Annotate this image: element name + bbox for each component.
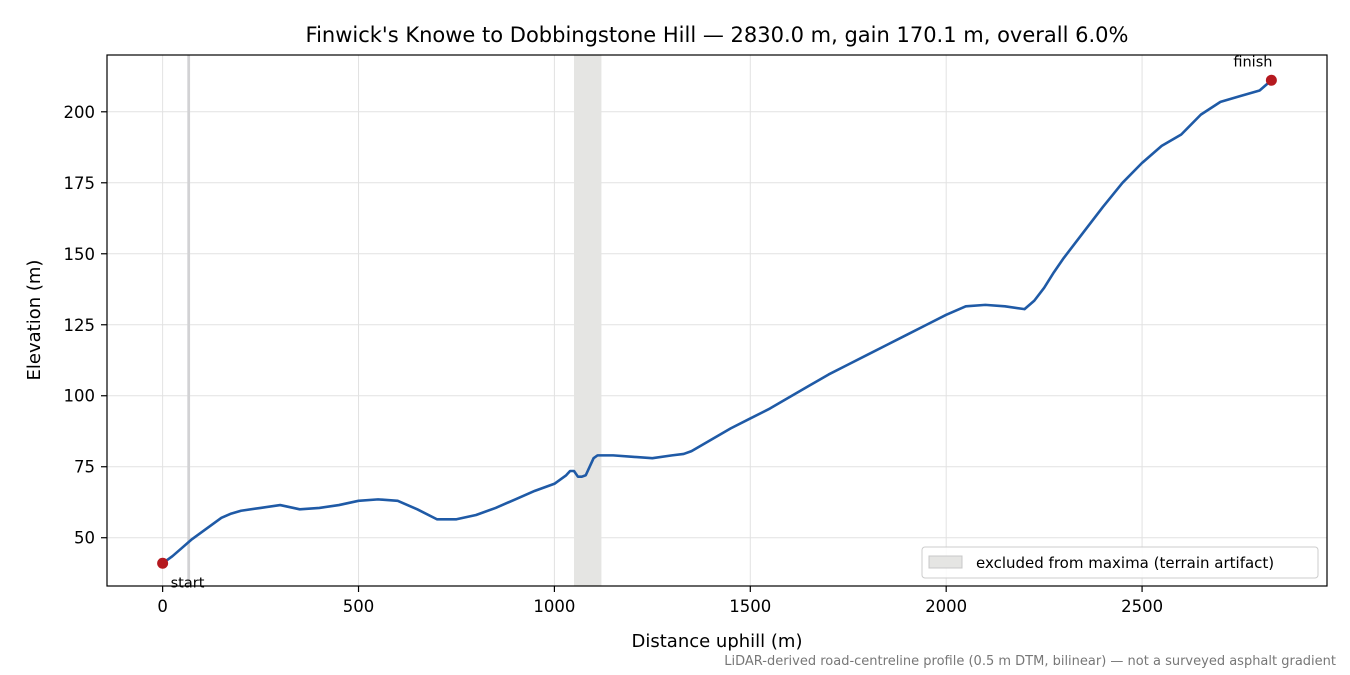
x-tick-label: 500 (343, 597, 375, 616)
start-label: start (171, 575, 205, 591)
legend-entry: excluded from maxima (terrain artifact) (976, 554, 1274, 572)
y-axis-label: Elevation (m) (24, 260, 45, 381)
y-tick-label: 50 (74, 529, 95, 548)
plot-frame (106, 54, 1328, 587)
x-tick-label: 0 (157, 597, 168, 616)
x-tick-label: 1500 (729, 597, 771, 616)
x-tick-label: 2500 (1121, 597, 1163, 616)
excluded-band-1 (187, 55, 191, 586)
elevation-series-line (161, 78, 1273, 565)
excluded-bands (187, 55, 602, 586)
chart-title: Finwick's Knowe to Dobbingstone Hill — 2… (306, 23, 1129, 47)
series-layer (161, 78, 1273, 565)
x-tick-label: 2000 (925, 597, 967, 616)
y-tick-label: 100 (64, 387, 96, 406)
legend-swatch (928, 555, 963, 569)
marker-layer: start finish (157, 54, 1277, 591)
y-tick-label: 125 (64, 316, 96, 335)
finish-label: finish (1233, 54, 1272, 70)
x-ticks: 0 500 1000 1500 2000 2500 (157, 586, 1163, 616)
x-axis-label: Distance uphill (m) (632, 631, 803, 652)
finish-marker (1265, 74, 1277, 86)
y-tick-label: 200 (64, 103, 96, 122)
y-tick-label: 150 (64, 245, 96, 264)
grid-layer (107, 55, 1327, 586)
y-ticks: 50 75 100 125 150 175 200 (64, 103, 107, 548)
source-caption: LiDAR-derived road-centreline profile (0… (724, 654, 1336, 669)
y-tick-label: 175 (64, 174, 96, 193)
legend-box (921, 546, 1319, 579)
start-marker (157, 557, 169, 569)
y-tick-label: 75 (74, 458, 95, 477)
legend: excluded from maxima (terrain artifact) (921, 546, 1319, 579)
excluded-band-2 (574, 55, 602, 586)
x-tick-label: 1000 (533, 597, 575, 616)
